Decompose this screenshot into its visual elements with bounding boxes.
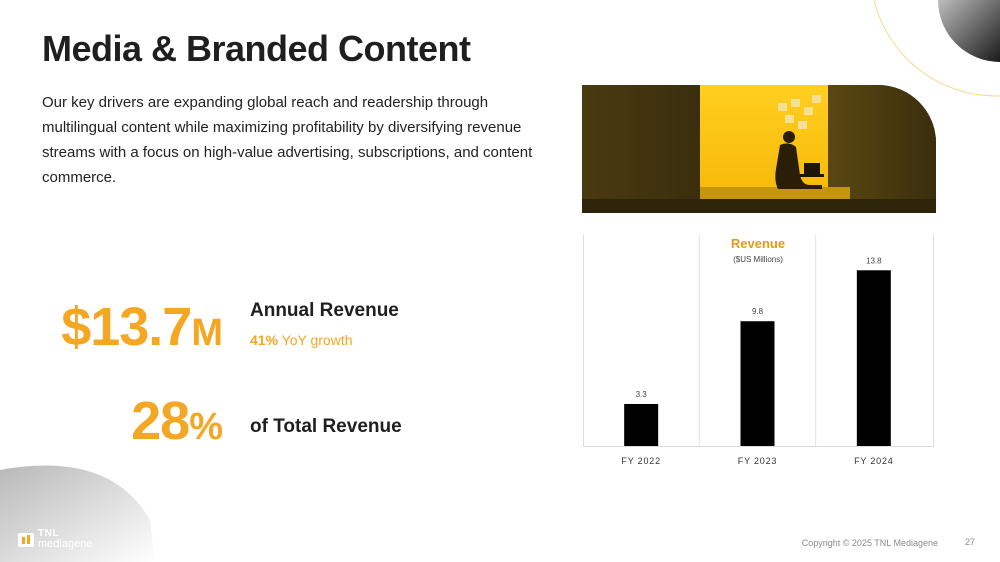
share-label: of Total Revenue: [250, 416, 402, 437]
x-tick-label: FY 2023: [738, 456, 777, 466]
bar-value-label: 3.3: [636, 390, 648, 399]
logo-text-tnl: TNL: [38, 528, 59, 539]
page-number: 27: [965, 537, 976, 547]
revenue-stat: $13.7M: [61, 296, 223, 358]
revenue-bar-chart: 3.3 FY 2022 9.8 FY 2023 13.8 FY 2024: [621, 235, 893, 466]
share-value: 28: [131, 391, 190, 451]
photo-sticky-note: [798, 121, 807, 129]
bar-value-label: 13.8: [866, 256, 882, 265]
growth-label: YoY growth: [278, 332, 353, 348]
photo-sticky-note: [791, 99, 800, 107]
revenue-label: Annual Revenue: [250, 300, 399, 321]
chart-subtitle: ($US Millions): [733, 255, 783, 264]
photo-wall-left: [582, 85, 702, 213]
copyright-text: Copyright © 2025 TNL Mediagene: [801, 538, 938, 548]
photo-sticky-note: [812, 95, 821, 103]
growth-percent: 41%: [250, 332, 279, 348]
x-tick-label: FY 2024: [854, 456, 893, 466]
revenue-value: $13.7: [61, 297, 192, 357]
logo-text-mediagene: mediagene: [38, 538, 93, 550]
photo-sticky-note: [785, 115, 794, 123]
share-unit: %: [189, 406, 223, 448]
intro-paragraph: Our key drivers are expanding global rea…: [42, 94, 533, 186]
page-title: Media & Branded Content: [42, 28, 471, 69]
revenue-unit: M: [191, 312, 223, 354]
chart-title: Revenue: [730, 236, 786, 251]
person-silhouette: [775, 131, 824, 189]
photo-sticky-note: [778, 103, 787, 111]
photo-sticky-note: [804, 107, 813, 115]
share-stat: 28%: [131, 390, 223, 452]
hero-photo: [582, 85, 936, 213]
bar-fy-2022: [624, 403, 659, 446]
chart-frame: [583, 235, 934, 447]
photo-ledge: [700, 187, 850, 199]
bar-value-label: 9.8: [752, 307, 764, 316]
company-logo: TNL mediagene: [18, 528, 108, 550]
bar-fy-2023: [740, 321, 775, 446]
photo-floor: [582, 199, 936, 213]
x-tick-label: FY 2022: [621, 456, 660, 466]
logo-mark-icon: [18, 533, 34, 547]
growth-text: 41% YoY growth: [250, 332, 353, 348]
bar-fy-2024: [856, 270, 891, 446]
